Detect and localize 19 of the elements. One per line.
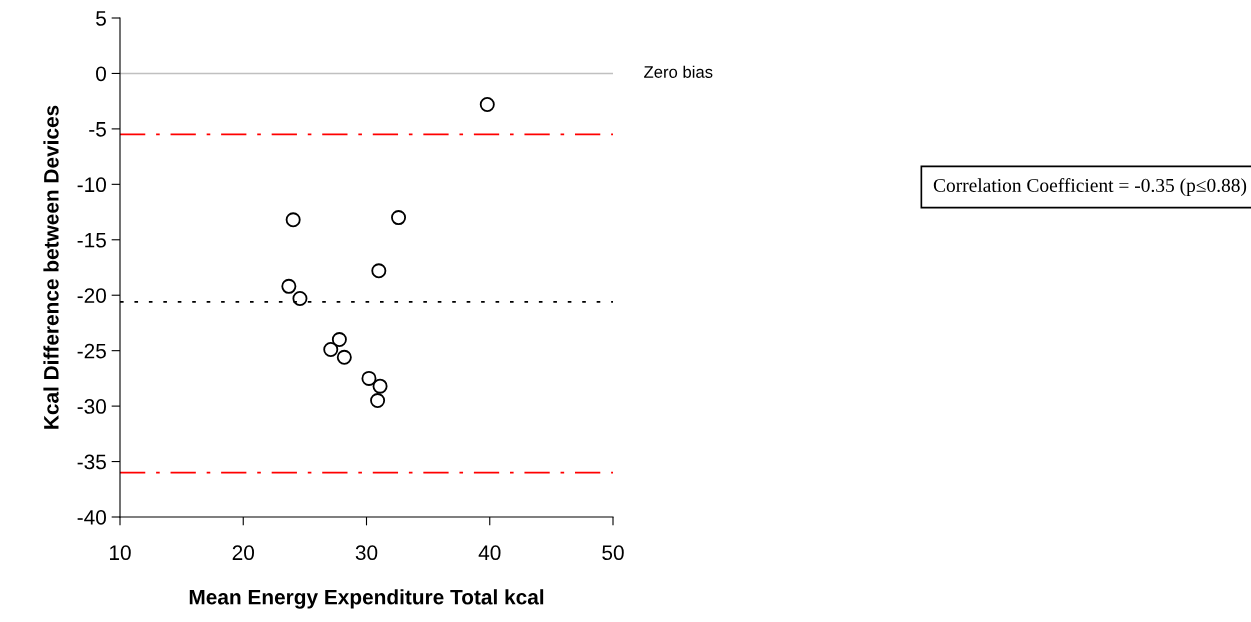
- y-tick-label: -10: [77, 177, 106, 193]
- y-tick-label: -20: [77, 288, 106, 303]
- y-tick-label: -40: [77, 510, 106, 525]
- x-tick-label: 40: [478, 545, 501, 561]
- y-tick-label: 0: [96, 66, 106, 82]
- y-tick-label: -30: [77, 399, 106, 414]
- y-tick-label: -35: [77, 454, 106, 470]
- ref-line-label: Zero bias: [644, 65, 713, 78]
- y-tick-label: -25: [77, 343, 106, 359]
- y-tick-label: 5: [96, 11, 106, 26]
- y-axis-title: Kcal Difference between Devices: [43, 105, 59, 429]
- x-tick-label: 20: [232, 545, 255, 561]
- text: Correlation Coefficient = -0.35 (p≤0.88): [933, 178, 1247, 196]
- x-tick-label: 50: [602, 545, 624, 561]
- y-tick-label: -5: [89, 122, 106, 137]
- x-tick-label: 30: [355, 545, 378, 561]
- x-axis-title: Mean Energy Expenditure Total kcal: [189, 589, 544, 609]
- x-tick-label: 10: [110, 545, 131, 561]
- y-tick-label: -15: [77, 232, 106, 248]
